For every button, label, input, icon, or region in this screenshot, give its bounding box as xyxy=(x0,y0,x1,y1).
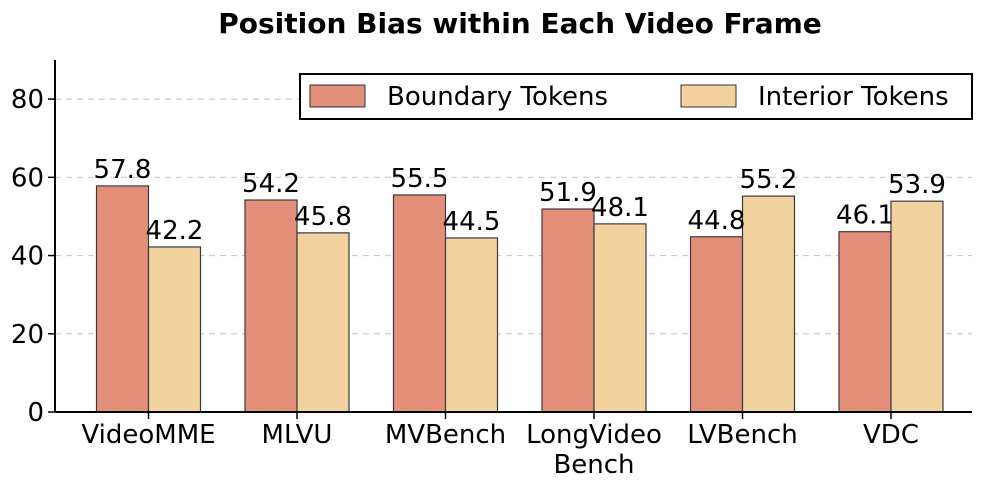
chart-title: Position Bias within Each Video Frame xyxy=(218,7,822,40)
bar xyxy=(392,194,447,413)
bar xyxy=(296,232,350,413)
bar-value-label: 51.9 xyxy=(539,178,597,208)
bar-value-label: 44.8 xyxy=(688,206,746,236)
x-tick-label: VideoMME xyxy=(81,420,215,450)
x-tick-label: MVBench xyxy=(385,420,506,450)
axes: 0 20 40 60 80 VideoMME MLVU MVBench LongVideoBen… xyxy=(11,60,972,480)
y-tick-label: 40 xyxy=(11,242,44,272)
bar xyxy=(593,223,647,413)
bar xyxy=(838,231,892,413)
bar-value-label: 45.8 xyxy=(294,202,352,232)
y-tick-label: 0 xyxy=(27,398,44,428)
data-labels: 57.8 42.2 54.245.8 55.5 44.5 51.948.1 44.8 55.2… xyxy=(94,155,946,246)
bar xyxy=(741,195,796,413)
bar xyxy=(244,199,298,413)
bars xyxy=(95,185,944,413)
bar-value-label: 48.1 xyxy=(591,193,649,223)
x-tick-label: MLVU xyxy=(262,420,333,450)
bar xyxy=(95,185,150,413)
x-tick-label: LVBench xyxy=(687,420,798,450)
bar xyxy=(689,236,744,413)
legend-label-boundary: Boundary Tokens xyxy=(387,82,608,112)
y-tick-label: 80 xyxy=(11,85,44,115)
legend: Boundary Tokens Interior Tokens xyxy=(299,73,973,120)
y-tick-label: 60 xyxy=(11,163,44,193)
bar-value-label: 53.9 xyxy=(888,170,946,200)
x-tick-label: LongVideo xyxy=(526,420,662,450)
bar-value-label: 55.5 xyxy=(391,164,449,194)
bar xyxy=(541,208,595,413)
bar-value-label: 57.8 xyxy=(94,155,152,185)
bar xyxy=(890,200,944,413)
legend-box xyxy=(299,73,973,120)
bar-value-label: 42.2 xyxy=(146,216,204,246)
bar xyxy=(147,246,202,413)
x-tick-label: VDC xyxy=(863,420,919,450)
bar-value-label: 46.1 xyxy=(836,201,894,231)
bar-value-label: 44.5 xyxy=(443,207,501,237)
bar xyxy=(444,237,499,413)
legend-swatch-interior xyxy=(680,84,737,108)
legend-swatch-boundary xyxy=(309,84,366,108)
bar-value-label: 54.2 xyxy=(242,169,300,199)
y-tick-label: 20 xyxy=(11,320,44,350)
x-tick-label: Bench xyxy=(553,450,634,480)
legend-label-interior: Interior Tokens xyxy=(758,82,949,112)
bar-value-label: 55.2 xyxy=(740,165,798,195)
